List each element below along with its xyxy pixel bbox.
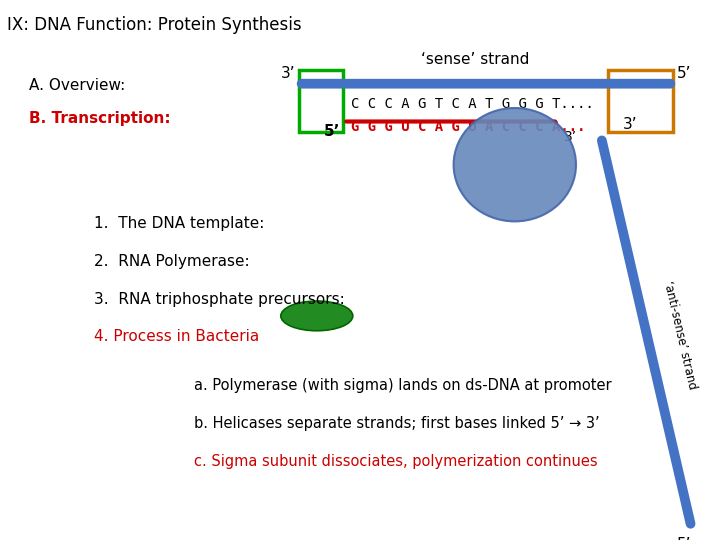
Text: 3’: 3’: [281, 66, 295, 81]
Text: ‘sense’ strand: ‘sense’ strand: [421, 52, 529, 68]
Text: IX: DNA Function: Protein Synthesis: IX: DNA Function: Protein Synthesis: [7, 16, 302, 34]
Text: 3’: 3’: [623, 117, 637, 132]
Text: 4. Process in Bacteria: 4. Process in Bacteria: [94, 329, 259, 345]
Text: C C C A G T C A T G G G T....: C C C A G T C A T G G G T....: [351, 97, 593, 111]
Text: 2.  RNA Polymerase:: 2. RNA Polymerase:: [94, 254, 249, 269]
Text: c. Sigma subunit dissociates, polymerization continues: c. Sigma subunit dissociates, polymeriza…: [194, 454, 598, 469]
Ellipse shape: [454, 108, 576, 221]
Text: 5’: 5’: [323, 124, 340, 139]
Text: 1.  The DNA template:: 1. The DNA template:: [94, 216, 264, 231]
Text: 3.  RNA triphosphate precursors:: 3. RNA triphosphate precursors:: [94, 292, 344, 307]
Text: a. Polymerase (with sigma) lands on ds-DNA at promoter: a. Polymerase (with sigma) lands on ds-D…: [194, 378, 612, 393]
Bar: [608, 70, 673, 132]
Text: A. Overview:: A. Overview:: [29, 78, 125, 93]
Text: ‘anti-sense’ strand: ‘anti-sense’ strand: [662, 279, 699, 390]
Text: 5’: 5’: [677, 537, 691, 540]
Text: G G G U C A G U A C C C A...: G G G U C A G U A C C C A...: [351, 120, 585, 134]
Text: 3’: 3’: [564, 130, 577, 144]
Ellipse shape: [281, 301, 353, 330]
Text: b. Helicases separate strands; first bases linked 5’ → 3’: b. Helicases separate strands; first bas…: [194, 416, 600, 431]
Text: B. Transcription:: B. Transcription:: [29, 111, 171, 126]
Text: 5’: 5’: [677, 66, 691, 81]
Bar: [299, 70, 343, 132]
